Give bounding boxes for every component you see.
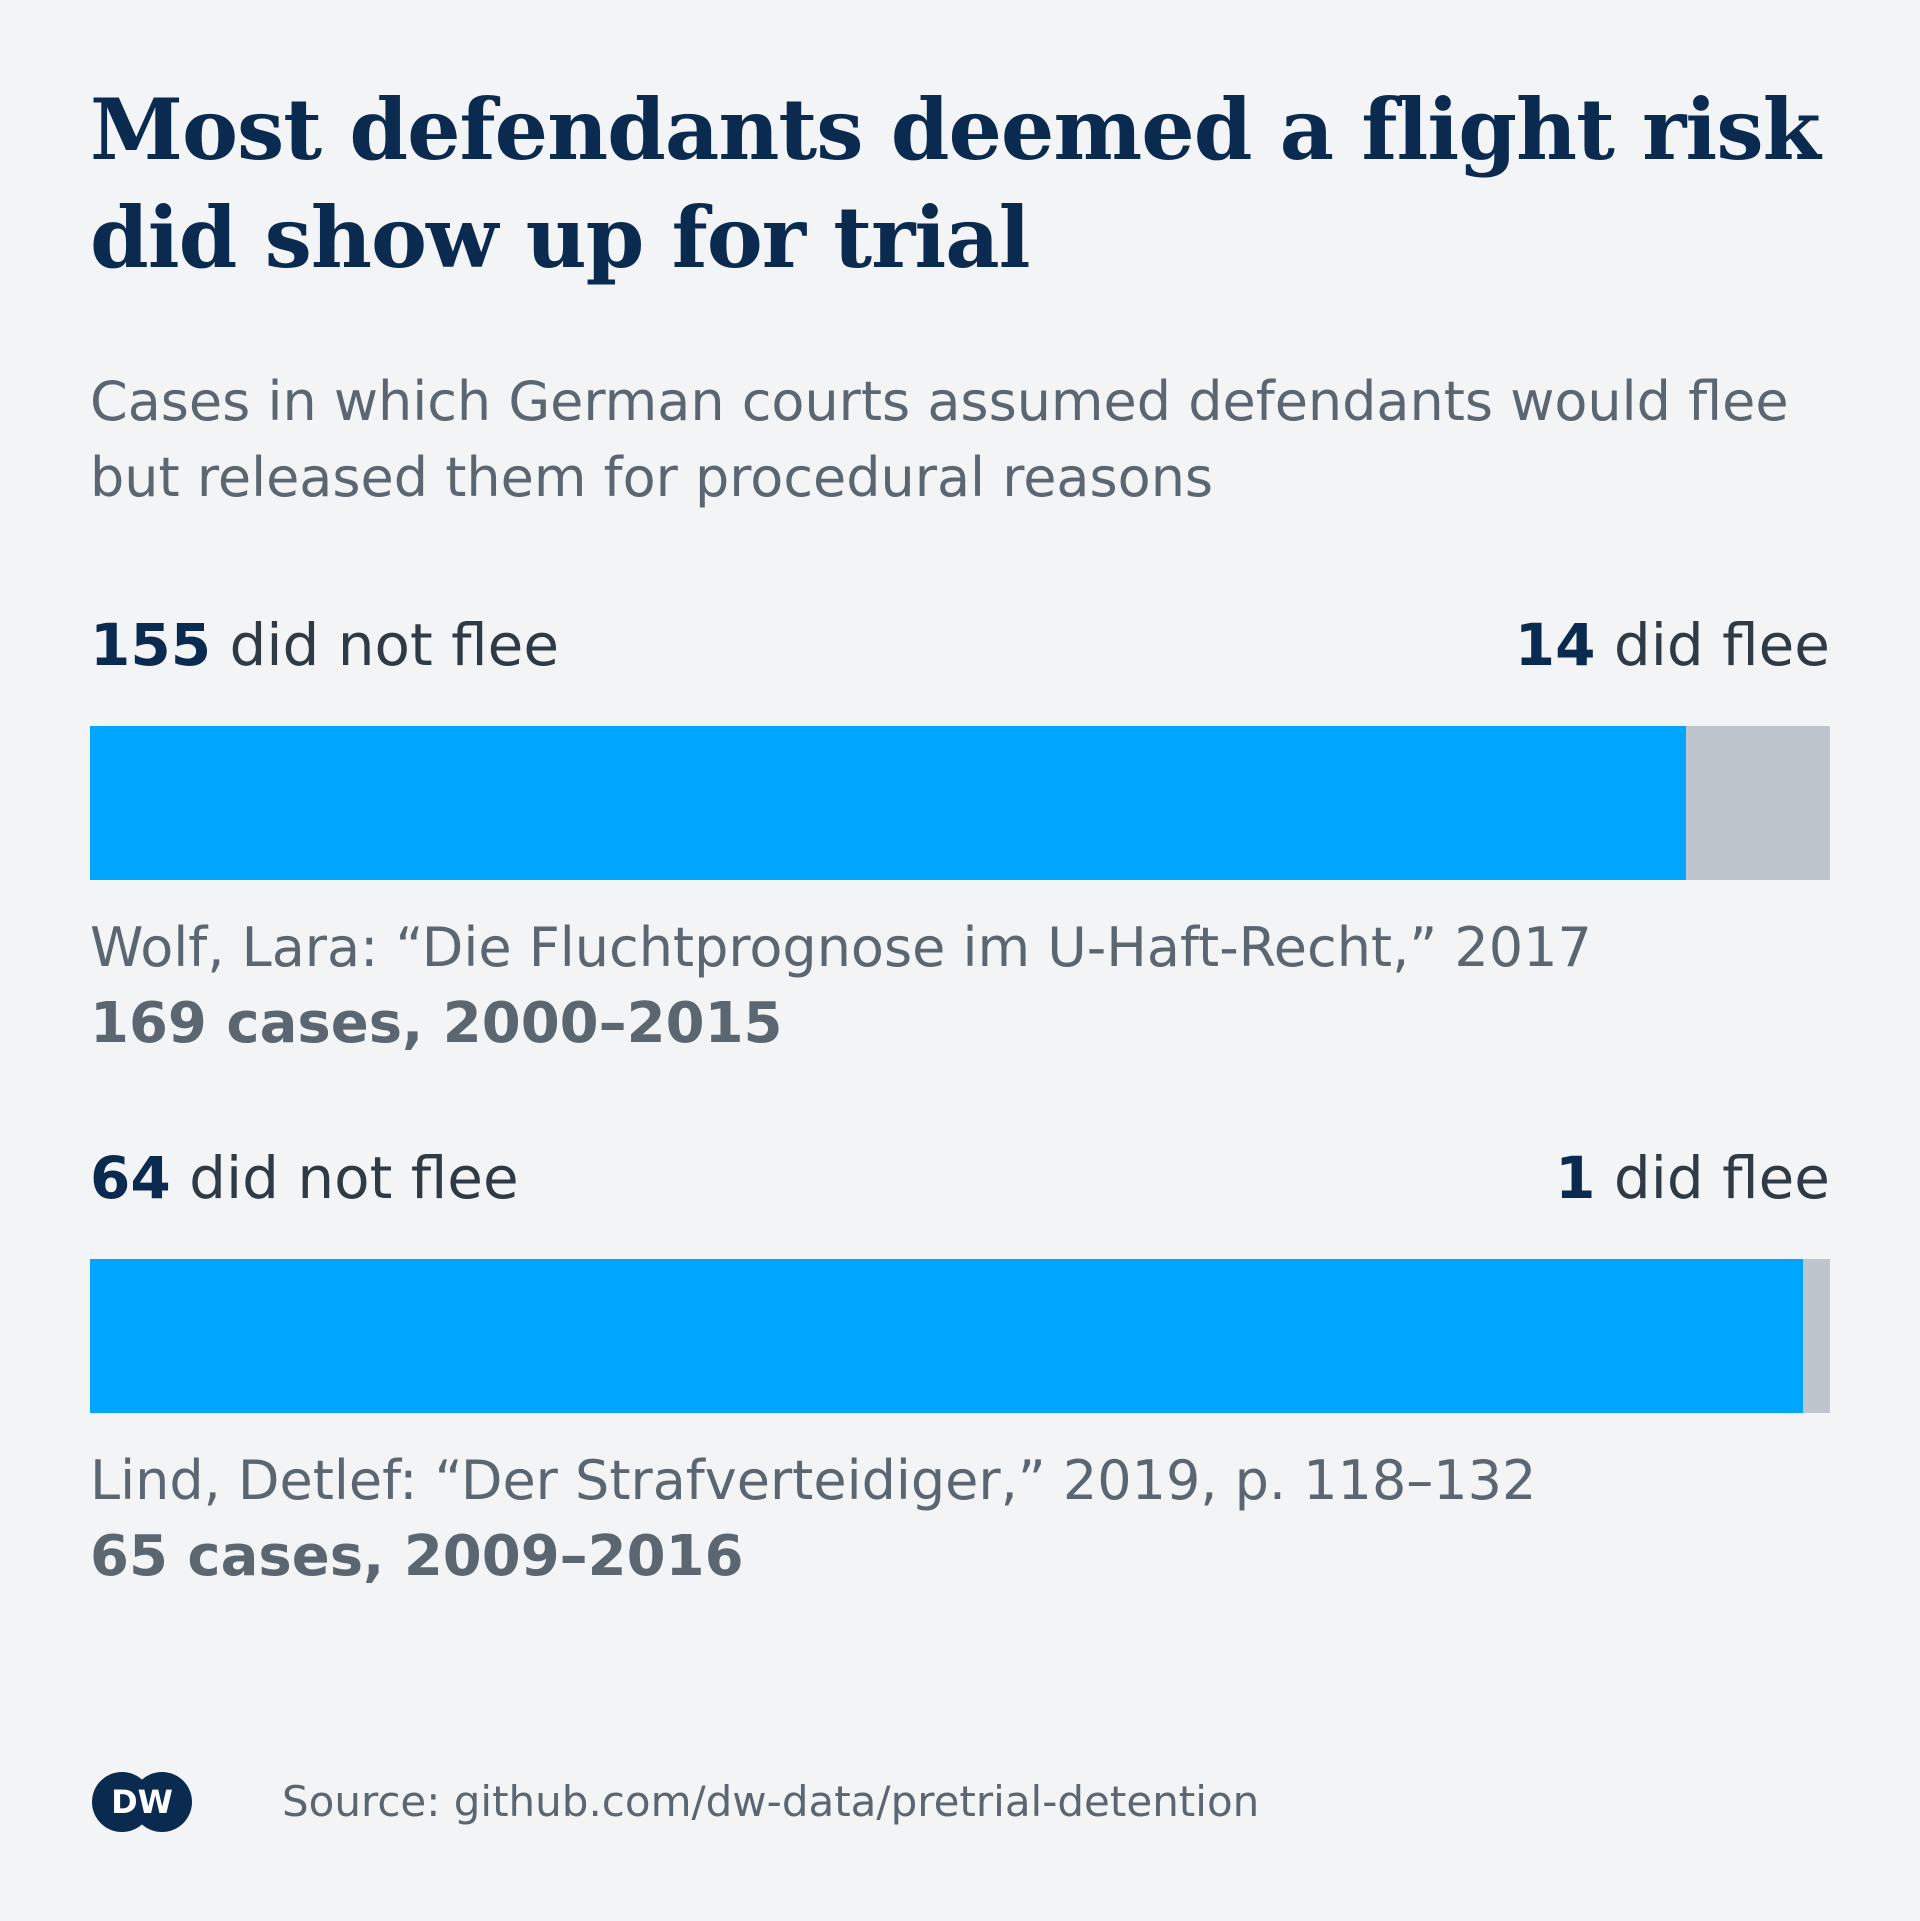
chart-subtitle: Cases in which German courts assumed def… bbox=[90, 370, 1789, 509]
did-not-flee-label: 155 did not flee bbox=[90, 600, 559, 690]
dw-logo-icon: DW bbox=[92, 1772, 192, 1832]
chart-title: Most defendants deemed a flight risk did… bbox=[90, 80, 1821, 287]
study-block-wolf: 155 did not flee 14 did flee Wolf, Lara:… bbox=[90, 600, 1830, 1062]
did-flee-text: did flee bbox=[1595, 611, 1830, 679]
did-not-flee-count: 155 bbox=[90, 611, 212, 679]
source-note: Source: github.com/dw-data/pretrial-dete… bbox=[282, 1777, 1260, 1826]
did-not-flee-text: did not flee bbox=[170, 1144, 519, 1212]
did-flee-count: 1 bbox=[1555, 1144, 1596, 1212]
bar-segment-did-not-flee bbox=[90, 726, 1686, 880]
study-cases: 169 cases, 2000–2015 bbox=[90, 991, 783, 1056]
did-not-flee-count: 64 bbox=[90, 1144, 171, 1212]
bar-labels: 64 did not flee 1 did flee bbox=[90, 1133, 1830, 1223]
bar-segment-did-not-flee bbox=[90, 1259, 1804, 1413]
did-flee-text: did flee bbox=[1595, 1144, 1830, 1212]
study-reference: Lind, Detlef: “Der Strafverteidiger,” 20… bbox=[90, 1449, 1537, 1512]
study-reference: Wolf, Lara: “Die Fluchtprognose im U-Haf… bbox=[90, 916, 1592, 979]
dw-logo-text: DW bbox=[111, 1783, 173, 1821]
did-flee-label: 1 did flee bbox=[1555, 1133, 1830, 1223]
study-cases: 65 cases, 2009–2016 bbox=[90, 1524, 744, 1589]
did-flee-count: 14 bbox=[1514, 611, 1596, 679]
stacked-bar-wolf bbox=[90, 726, 1830, 880]
did-flee-label: 14 did flee bbox=[1515, 600, 1830, 690]
did-not-flee-label: 64 did not flee bbox=[90, 1133, 519, 1223]
did-not-flee-text: did not flee bbox=[211, 611, 560, 679]
stacked-bar-lind bbox=[90, 1259, 1830, 1413]
footer: DW Source: github.com/dw-data/pretrial-d… bbox=[90, 1770, 1790, 1834]
study-block-lind: 64 did not flee 1 did flee Lind, Detlef:… bbox=[90, 1133, 1830, 1595]
bar-labels: 155 did not flee 14 did flee bbox=[90, 600, 1830, 690]
